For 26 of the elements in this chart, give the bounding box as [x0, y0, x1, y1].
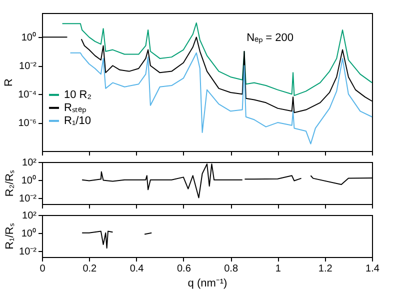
y-tick-label: 10⁰ — [21, 32, 36, 44]
x-tick-label: 1.4 — [366, 264, 380, 274]
x-tick-label: 1.2 — [318, 264, 333, 274]
y-tick-label: 10⁻⁴ — [18, 90, 36, 101]
x-tick-label: 1 — [275, 264, 282, 274]
y-tick-label: 10² — [22, 210, 38, 222]
legend-label: Rₛₜₑₚ — [64, 102, 86, 114]
y-tick-label: 10⁻² — [19, 61, 38, 72]
x-tick-label: 0 — [40, 264, 46, 274]
y-axis-title: R₂/Rₛ — [4, 169, 16, 197]
annotation: Nₑₚ = 200 — [246, 32, 294, 44]
y-tick-label: 10⁻⁶ — [18, 118, 36, 130]
legend-label: 10 R₂ — [64, 88, 92, 101]
x-tick-label: 0.8 — [224, 264, 238, 274]
legend-label: R₁/10 — [64, 114, 91, 127]
y-tick-label: 10⁻² — [19, 193, 38, 204]
x-axis-title: q (nm⁻¹) — [188, 278, 228, 290]
y-tick-label: 10⁻² — [19, 246, 38, 258]
y-tick-label: 10⁰ — [21, 227, 36, 240]
x-tick-label: 0.2 — [82, 264, 98, 274]
y-tick-label: 10⁰ — [21, 174, 36, 186]
y-tick-label: 10² — [22, 158, 38, 168]
y-axis-title: R₁/Rₛ — [4, 222, 16, 250]
y-axis-title: R — [3, 78, 16, 86]
x-tick-label: 0.4 — [130, 264, 144, 274]
x-tick-label: 0.6 — [176, 264, 192, 274]
